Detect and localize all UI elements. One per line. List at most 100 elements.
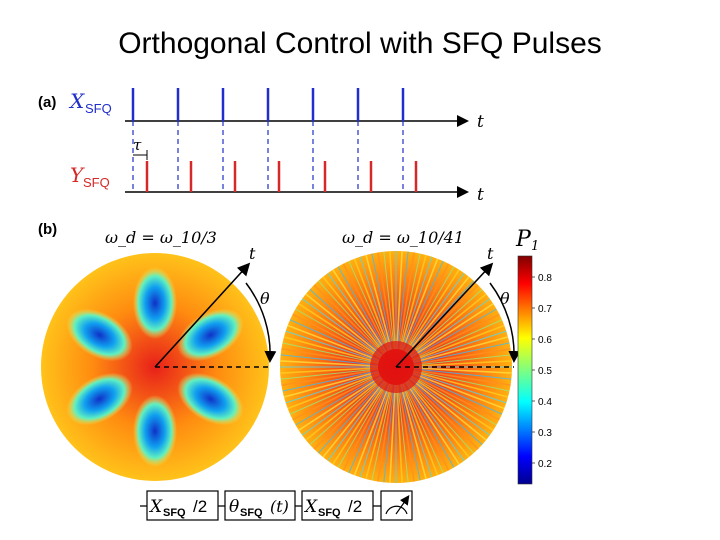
ray xyxy=(383,384,395,483)
y-channel-symbol: Y xyxy=(70,163,85,187)
gate-3-main: X xyxy=(303,497,318,517)
ray xyxy=(404,382,456,470)
x-channel-label: X SFQ xyxy=(68,89,112,116)
circuit: X SFQ /2 θ SFQ (t) X SFQ /2 xyxy=(140,490,413,521)
ray xyxy=(280,347,379,365)
ray xyxy=(352,256,391,351)
ray xyxy=(408,379,481,452)
ray xyxy=(412,318,505,361)
ray xyxy=(280,341,379,364)
ray xyxy=(307,378,383,447)
ray xyxy=(389,251,396,350)
ray xyxy=(409,292,489,357)
ray xyxy=(347,258,390,351)
left-theta-arc xyxy=(245,282,277,363)
ray xyxy=(280,367,379,374)
left-condition-label: ω_d = ω_10/3 xyxy=(105,228,217,247)
ray xyxy=(290,312,381,360)
ray xyxy=(280,360,379,367)
ray xyxy=(331,381,387,467)
colorbar-tick-label: 0.4 xyxy=(538,397,552,408)
colorbar-tick-label: 0.5 xyxy=(538,366,552,377)
ray xyxy=(413,369,512,387)
colorbar-ticks: 0.8 0.7 0.6 0.5 0.4 0.3 0.2 xyxy=(532,273,552,470)
ray xyxy=(405,381,461,467)
ray xyxy=(410,376,496,432)
ray xyxy=(300,297,382,357)
gate-1-sub: SFQ xyxy=(163,507,186,519)
ray xyxy=(401,383,433,480)
ray xyxy=(300,377,382,437)
ray xyxy=(376,384,394,483)
gate-3-tail: /2 xyxy=(348,497,362,516)
ray xyxy=(398,384,416,483)
ray xyxy=(396,384,403,483)
gate-theta: θ SFQ (t) xyxy=(224,490,296,521)
gate-2-tail: (t) xyxy=(270,497,289,516)
ray xyxy=(389,384,396,483)
lobe xyxy=(133,395,177,467)
ray xyxy=(413,347,512,365)
ray xyxy=(341,382,389,473)
ray xyxy=(408,282,481,355)
ray xyxy=(413,368,512,380)
ray xyxy=(399,384,428,482)
ray xyxy=(412,330,509,362)
colorbar-tick-label: 0.6 xyxy=(538,335,552,346)
panel-a-label: (a) xyxy=(38,94,56,111)
ray xyxy=(402,258,445,351)
right-theta-arc xyxy=(489,282,521,363)
left-lobes xyxy=(66,267,244,467)
ray xyxy=(403,382,451,473)
ray xyxy=(413,367,512,374)
right-theta-label: θ xyxy=(500,289,510,308)
ray xyxy=(406,380,471,460)
ray xyxy=(316,278,385,354)
ray xyxy=(359,254,391,351)
ray xyxy=(359,383,391,480)
ray xyxy=(280,354,379,366)
x-channel-symbol: X xyxy=(68,89,85,113)
lobe xyxy=(177,308,244,362)
gate-3-sub: SFQ xyxy=(318,507,341,519)
ray xyxy=(412,372,507,411)
ray xyxy=(403,261,451,352)
ray xyxy=(399,252,428,350)
tau-marker: τ xyxy=(133,136,148,160)
y-axis-t-label: t xyxy=(477,185,484,205)
ray xyxy=(352,383,391,478)
ray xyxy=(281,370,379,399)
left-t-arrow xyxy=(154,262,251,368)
ray xyxy=(341,261,389,352)
right-condition-label: ω_d = ω_10/41 xyxy=(342,228,464,247)
ray xyxy=(321,274,386,354)
colorbar: P 1 0.8 0.7 0.6 0.5 0.4 0.3 0.2 xyxy=(515,227,552,485)
ray xyxy=(280,370,379,393)
lobe xyxy=(66,372,133,426)
right-rays xyxy=(280,251,512,483)
ray xyxy=(321,380,386,460)
ray xyxy=(406,274,471,354)
ray xyxy=(281,335,379,364)
ray xyxy=(303,292,383,357)
ray xyxy=(396,251,403,350)
ray xyxy=(397,251,409,350)
ray xyxy=(316,380,385,456)
colorbar-tick-label: 0.3 xyxy=(538,428,552,439)
colorbar-title-subscript: 1 xyxy=(531,239,539,254)
ray xyxy=(407,380,476,456)
colorbar-title: P xyxy=(515,227,532,252)
y-pulse-train xyxy=(145,161,418,192)
x-channel-subscript: SFQ xyxy=(85,101,112,116)
ray xyxy=(406,271,466,353)
ray xyxy=(411,312,502,360)
slide-title: Orthogonal Control with SFQ Pulses xyxy=(118,27,602,60)
y-channel-label: Y SFQ xyxy=(70,163,110,190)
ray xyxy=(413,360,512,367)
right-overlays: t θ xyxy=(395,244,521,368)
ray xyxy=(410,297,492,357)
gate-1-main: X xyxy=(148,497,163,517)
ray xyxy=(336,264,388,352)
ray xyxy=(413,370,511,399)
ray xyxy=(296,302,382,358)
